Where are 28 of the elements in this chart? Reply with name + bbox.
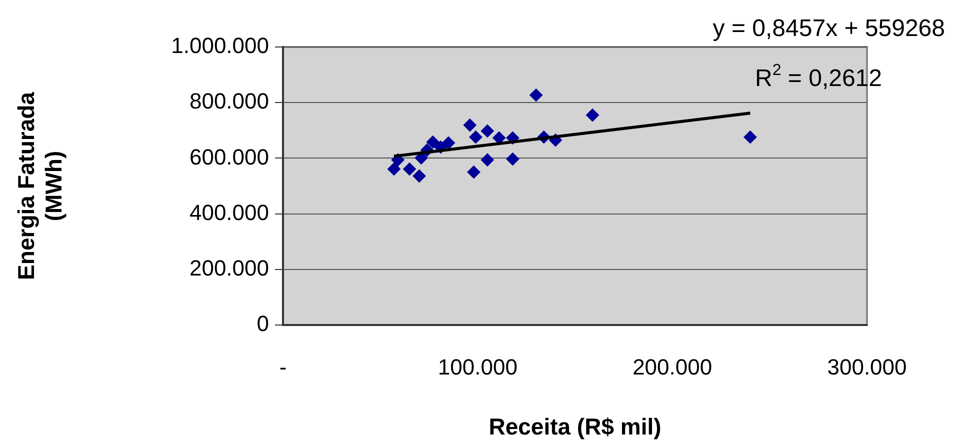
x-tick-label: -: [279, 354, 287, 380]
y-tick-label: 600.000: [189, 144, 269, 170]
y-tick-label: 200.000: [189, 255, 269, 280]
point: [463, 118, 476, 132]
x-axis-title: Receita (R$ mil): [488, 414, 662, 440]
y-tick-label: 400.000: [189, 200, 269, 225]
point: [506, 152, 520, 166]
text: y = 0,8457x + 559268: [712, 15, 946, 42]
x-tick-label: 300.000: [827, 354, 907, 380]
point: [403, 162, 416, 176]
point: [586, 108, 600, 122]
point: [467, 166, 480, 179]
y-axis-title: Energia Faturada (MWh): [13, 92, 67, 280]
x-tick-label: 200.000: [632, 354, 712, 380]
x-tick-label: 100.000: [438, 354, 518, 380]
point: [442, 136, 455, 150]
point: [387, 162, 400, 176]
point: [426, 136, 440, 149]
y-tick-label: 800.000: [189, 88, 269, 114]
point: [492, 131, 506, 144]
point: [480, 124, 494, 138]
point: [469, 130, 482, 144]
point: [530, 88, 543, 102]
point: [412, 169, 426, 182]
point: [480, 153, 494, 166]
y-tick-label: 0: [256, 311, 269, 336]
point: [744, 130, 757, 144]
y-tick-label: 1.000.000: [171, 33, 269, 58]
